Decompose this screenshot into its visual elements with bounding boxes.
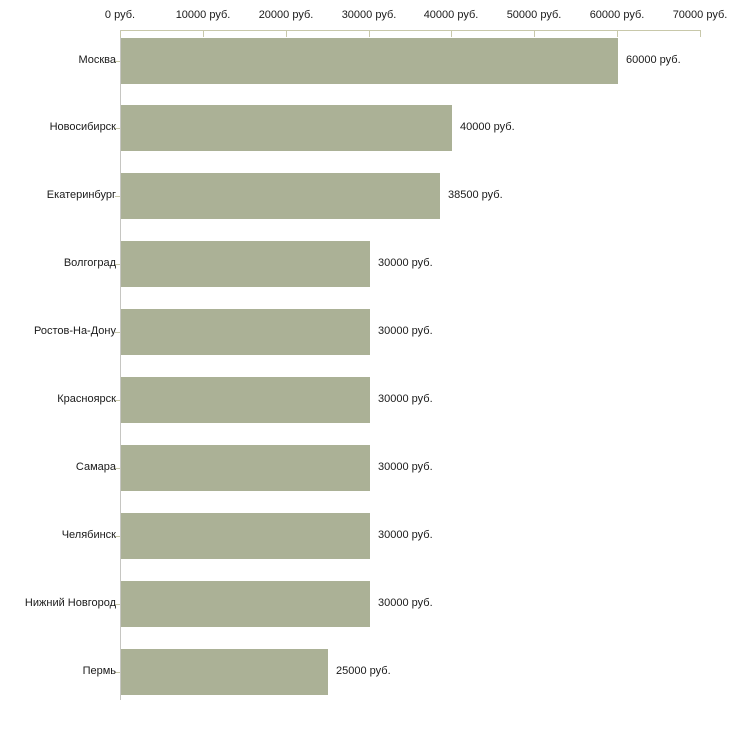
bar: [121, 105, 452, 151]
x-axis-tick-label: 30000 руб.: [341, 9, 397, 21]
y-axis-tick: [115, 264, 120, 265]
y-axis-tick: [115, 196, 120, 197]
x-axis-tick-label: 60000 руб.: [589, 9, 645, 21]
x-axis-tick-label: 20000 руб.: [258, 9, 314, 21]
bar: [121, 173, 440, 219]
bar: [121, 581, 370, 627]
y-axis-tick: [115, 604, 120, 605]
category-label: Нижний Новгород: [24, 597, 116, 609]
value-label: 30000 руб.: [378, 257, 433, 269]
x-axis-tick-label: 0 руб.: [104, 9, 136, 21]
value-label: 30000 руб.: [378, 325, 433, 337]
x-axis-tick: [286, 31, 287, 37]
x-axis-tick: [120, 31, 121, 37]
value-label: 30000 руб.: [378, 461, 433, 473]
value-label: 60000 руб.: [626, 54, 681, 66]
value-label: 40000 руб.: [460, 121, 515, 133]
y-axis-line: [120, 30, 121, 700]
category-label: Красноярск: [57, 393, 116, 405]
bar: [121, 241, 370, 287]
value-label: 30000 руб.: [378, 529, 433, 541]
y-axis-tick: [115, 536, 120, 537]
x-axis-line: [120, 30, 701, 31]
value-label: 30000 руб.: [378, 597, 433, 609]
y-axis-tick: [115, 61, 120, 62]
category-label: Челябинск: [61, 529, 116, 541]
category-label: Ростов-На-Дону: [33, 325, 116, 337]
y-axis-tick: [115, 400, 120, 401]
x-axis-tick: [203, 31, 204, 37]
y-axis-tick: [115, 672, 120, 673]
y-axis-tick: [115, 128, 120, 129]
category-label: Новосибирск: [49, 121, 116, 133]
x-axis-tick-label: 70000 руб.: [672, 9, 728, 21]
bar: [121, 513, 370, 559]
bar: [121, 309, 370, 355]
category-label: Самара: [75, 461, 116, 473]
x-axis-tick: [534, 31, 535, 37]
bar: [121, 38, 618, 84]
x-axis-tick: [451, 31, 452, 37]
y-axis-tick: [115, 332, 120, 333]
y-axis-tick: [115, 468, 120, 469]
x-axis-tick: [617, 31, 618, 37]
x-axis-tick-label: 10000 руб.: [175, 9, 231, 21]
category-label: Москва: [78, 54, 116, 66]
bar: [121, 649, 328, 695]
value-label: 38500 руб.: [448, 189, 503, 201]
x-axis-tick-label: 50000 руб.: [506, 9, 562, 21]
x-axis-tick-label: 40000 руб.: [423, 9, 479, 21]
bar: [121, 445, 370, 491]
x-axis-tick: [700, 31, 701, 37]
value-label: 30000 руб.: [378, 393, 433, 405]
category-label: Волгоград: [63, 257, 116, 269]
x-axis-tick: [369, 31, 370, 37]
bar: [121, 377, 370, 423]
value-label: 25000 руб.: [336, 665, 391, 677]
category-label: Екатеринбург: [46, 189, 116, 201]
category-label: Пермь: [82, 665, 116, 677]
